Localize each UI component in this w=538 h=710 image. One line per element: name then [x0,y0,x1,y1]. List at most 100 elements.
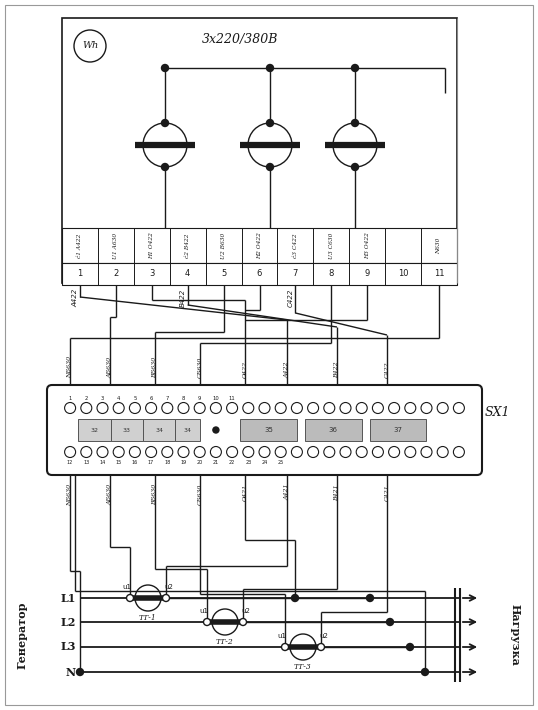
Text: 15: 15 [116,459,122,464]
Text: ć1 A422: ć1 A422 [77,234,82,258]
Text: 34: 34 [183,427,192,432]
Text: 35: 35 [264,427,273,433]
Text: u2: u2 [320,633,328,639]
Text: 22: 22 [229,459,235,464]
Text: L1: L1 [61,593,76,604]
Text: 17: 17 [148,459,154,464]
Circle shape [266,65,273,72]
Text: 32: 32 [90,427,98,432]
Text: 18: 18 [164,459,171,464]
Bar [111,419,143,441]
Circle shape [317,643,324,650]
Text: 13: 13 [83,459,89,464]
Text: 12: 12 [67,459,73,464]
Text: NБ630: NБ630 [67,484,73,506]
Text: U1 A630: U1 A630 [114,232,118,258]
Bar [305,419,362,441]
Text: 25: 25 [278,459,284,464]
Text: 9: 9 [365,270,370,278]
Text: ТТ-3: ТТ-3 [294,663,312,671]
Circle shape [161,65,168,72]
Text: 16: 16 [132,459,138,464]
Bar [175,419,200,441]
Text: Генератор: Генератор [17,601,27,669]
Circle shape [203,618,210,626]
Text: O422: O422 [243,361,247,378]
Text: ТТ-1: ТТ-1 [139,614,157,622]
Bar [240,419,297,441]
Circle shape [351,65,358,72]
Text: C422: C422 [385,361,390,378]
Circle shape [366,594,373,601]
Text: 4: 4 [117,395,121,400]
Circle shape [421,669,428,675]
Text: *: * [117,422,121,428]
Text: A421: A421 [285,484,289,501]
Text: 24: 24 [261,459,267,464]
Text: 33: 33 [123,427,131,432]
Text: 5: 5 [133,395,137,400]
Circle shape [266,119,273,126]
Text: *: * [150,422,153,428]
Text: 7: 7 [166,395,169,400]
Text: N630: N630 [436,237,442,253]
Text: H3 O422: H3 O422 [365,232,370,259]
Text: ć3 C422: ć3 C422 [293,233,298,258]
Circle shape [161,163,168,170]
Text: 36: 36 [329,427,338,433]
Text: L3: L3 [60,642,76,652]
Text: *: * [182,422,185,428]
Text: 6: 6 [150,395,153,400]
Bar [62,263,457,285]
Circle shape [239,618,246,626]
FancyBboxPatch shape [47,385,482,475]
Bar [62,228,457,263]
Bar [78,419,111,441]
Text: AБ630: AБ630 [108,484,112,505]
Text: AБ630: AБ630 [108,357,112,378]
Bar [143,419,175,441]
Circle shape [213,427,219,433]
Text: 6: 6 [257,270,262,278]
Text: 8: 8 [329,270,334,278]
Text: 37: 37 [394,427,402,433]
Text: ć2 B422: ć2 B422 [185,234,190,258]
Text: 1: 1 [68,395,72,400]
Text: N: N [66,667,76,677]
Text: A422: A422 [72,289,78,307]
Text: Нагрузка: Нагрузка [509,604,520,666]
Text: SX1: SX1 [485,405,511,418]
Text: 34: 34 [155,427,163,432]
Text: u1: u1 [123,584,131,590]
Text: u2: u2 [165,584,173,590]
Text: 11: 11 [434,270,444,278]
Circle shape [407,643,414,650]
Text: u1: u1 [200,608,209,614]
Text: C421: C421 [385,484,390,501]
Text: H1 O422: H1 O422 [149,232,154,259]
Text: *: * [84,422,88,428]
Text: CБ630: CБ630 [197,356,202,378]
Text: A422: A422 [285,361,289,378]
Text: 1: 1 [77,270,82,278]
Text: L2: L2 [61,616,76,628]
Text: 21: 21 [213,459,219,464]
Text: 3: 3 [101,395,104,400]
Text: 10: 10 [398,270,408,278]
Circle shape [386,618,393,626]
Circle shape [76,669,83,675]
Text: 23: 23 [245,459,251,464]
Circle shape [126,594,133,601]
Text: 19: 19 [180,459,187,464]
Text: B421: B421 [335,484,339,501]
Text: 9: 9 [198,395,201,400]
Text: 5: 5 [221,270,226,278]
Text: 10: 10 [213,395,220,400]
Circle shape [292,594,299,601]
Text: 3x220/380B: 3x220/380B [202,33,278,46]
Text: ТТ-2: ТТ-2 [216,638,234,646]
Text: 3: 3 [149,270,154,278]
Text: u1: u1 [278,633,287,639]
Text: 7: 7 [293,270,298,278]
Text: 8: 8 [182,395,185,400]
